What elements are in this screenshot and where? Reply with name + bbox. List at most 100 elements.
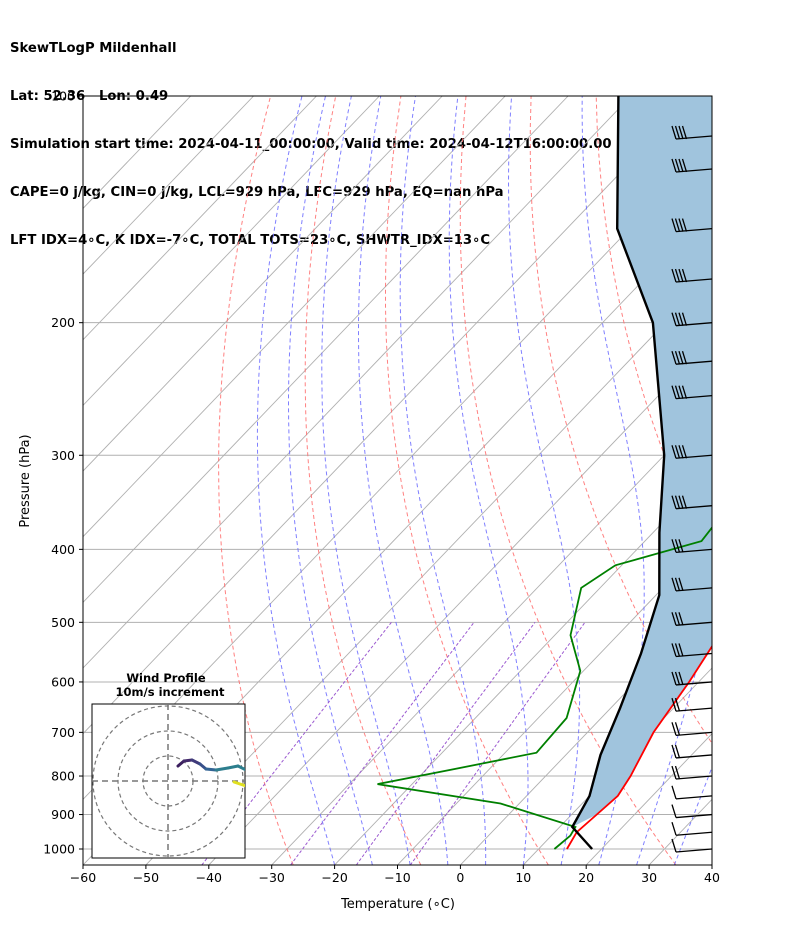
x-tick-label: 30 (641, 870, 657, 885)
mixing-ratio-line (290, 621, 475, 865)
x-tick-label: 40 (704, 870, 720, 885)
isotherm-line (83, 96, 443, 472)
hodograph-rings (92, 704, 245, 858)
isotherm-line (83, 96, 569, 604)
title-line-cape: CAPE=0 j/kg, CIN=0 j/kg, LCL=929 hPa, LF… (10, 185, 504, 200)
isotherm-line (83, 96, 254, 275)
mixing-ratio-line (355, 622, 536, 865)
moist-adiabat (321, 96, 411, 865)
isotherm-line (83, 96, 506, 538)
x-axis-label: Temperature (∘C) (340, 897, 455, 912)
hodograph-segment (214, 766, 230, 772)
wind-barb (671, 643, 713, 658)
moist-adiabat (358, 96, 449, 865)
wind-barb (671, 804, 713, 819)
y-tick-label: 800 (51, 769, 75, 784)
axes: −60 −50 −40 −30 −20 −10 0 10 20 30 40 1000 900 800 700… (43, 89, 720, 886)
hodograph-segment (236, 764, 245, 772)
x-tick-label: 20 (578, 870, 594, 885)
hodograph-segment (226, 764, 240, 770)
dry-adiabat (385, 96, 549, 865)
y-axis-label: Pressure (hPa) (18, 434, 33, 527)
isotherm-line (585, 733, 712, 865)
inset-title: Wind Profile (126, 671, 206, 685)
x-tick-label: −30 (259, 870, 285, 885)
dry-adiabat (218, 96, 294, 865)
y-tick-label: 1000 (43, 842, 75, 857)
wind-barb (671, 722, 713, 737)
moist-adiabat (256, 96, 336, 865)
y-tick-label: 600 (51, 674, 75, 689)
wind-barb (671, 385, 713, 400)
x-tick-label: −10 (384, 870, 410, 885)
y-tick-label: 100 (51, 89, 75, 104)
wind-barb (671, 822, 713, 836)
isotherm-line (271, 404, 712, 865)
isotherm-line (711, 864, 712, 865)
hodograph-segment (204, 767, 218, 772)
wind-barb (671, 539, 713, 553)
wind-barb (671, 785, 713, 800)
dry-adiabat (726, 96, 794, 865)
wind-barbs (671, 125, 713, 853)
isotherm-line (83, 96, 695, 735)
moist-adiabat (673, 765, 712, 865)
isotherm-line (460, 601, 712, 865)
parcel-profile-line (570, 96, 666, 850)
title-line-station: SkewTLogP Mildenhall (10, 41, 177, 56)
y-tick-label: 200 (51, 315, 75, 330)
wind-barb (671, 765, 713, 780)
wind-barb (671, 697, 713, 712)
x-tick-label: −40 (196, 870, 222, 885)
mixing-ratio-line (409, 622, 586, 865)
wind-barb (671, 312, 713, 327)
wind-barb (671, 838, 713, 853)
wind-profile-inset: Wind Profile 10m/s increment (91, 671, 246, 859)
cape-shaded-area (572, 96, 712, 827)
dry-adiabat (459, 96, 677, 865)
x-tick-label: −60 (70, 870, 96, 885)
y-tick-label: 500 (51, 615, 75, 630)
y-tick-label: 700 (51, 725, 75, 740)
isotherm-line (83, 96, 317, 341)
wind-barb (671, 351, 713, 365)
title-line-times: Simulation start time: 2024-04-11_00:00:… (10, 137, 612, 152)
wind-barb (671, 577, 713, 592)
wind-barb (671, 612, 713, 626)
y-tick-label: 300 (51, 448, 75, 463)
wind-barb (671, 218, 713, 233)
isotherm-line (334, 470, 712, 865)
x-tick-label: −50 (133, 870, 159, 885)
isotherm-line (145, 273, 712, 865)
x-tick-label: 0 (456, 870, 464, 885)
moist-adiabat (399, 96, 487, 865)
profile-lines (377, 96, 712, 850)
background-grid (83, 96, 794, 865)
x-tick-label: 10 (515, 870, 531, 885)
dry-adiabat (304, 96, 422, 865)
inset-subtitle: 10m/s increment (116, 685, 225, 699)
isotherm-line (208, 339, 712, 865)
temperature-profile-line (566, 644, 712, 850)
moist-adiabat (711, 863, 712, 865)
isotherm-line (83, 96, 632, 669)
y-tick-label: 900 (51, 807, 75, 822)
isotherm-line (397, 536, 712, 865)
wind-barb (671, 268, 713, 283)
wind-barb (671, 744, 713, 759)
wind-barb (671, 671, 713, 686)
wind-barb (671, 158, 713, 173)
moist-adiabat (448, 96, 529, 865)
x-tick-label: −20 (321, 870, 347, 885)
wind-barb (671, 445, 713, 459)
wind-barb (671, 495, 713, 510)
wind-barb (671, 125, 713, 140)
hodograph-surface-segment (232, 780, 245, 788)
cape-fill (572, 96, 712, 827)
isotherm-line (83, 96, 380, 407)
moist-adiabat (581, 96, 645, 865)
y-tick-label: 400 (51, 542, 75, 557)
moist-adiabat (507, 96, 581, 865)
moist-adiabat (288, 96, 373, 865)
